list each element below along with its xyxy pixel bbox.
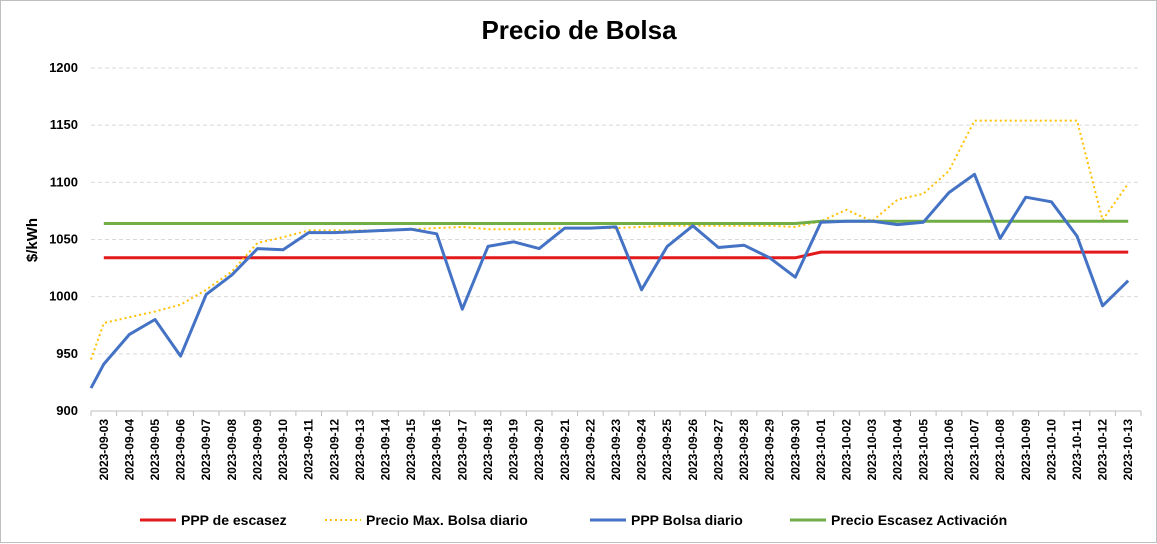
series-line-1 — [90, 119, 1130, 360]
x-tick-label: 2023-09-13 — [353, 419, 367, 481]
x-tick-label: 2023-10-06 — [942, 419, 956, 481]
x-tick-label: 2023-09-29 — [763, 419, 777, 481]
y-axis-ticks: 900 950 1000 1050 1100 1150 1200 — [49, 60, 78, 418]
x-tick-label: 2023-10-11 — [1070, 419, 1084, 480]
x-tick-label: 2023-09-30 — [788, 419, 802, 481]
x-tick-label: 2023-10-12 — [1096, 419, 1110, 481]
x-tick-label: 2023-10-09 — [1019, 419, 1033, 481]
x-tick-label: 2023-09-22 — [583, 419, 597, 481]
x-tick-label: 2023-09-25 — [660, 419, 674, 481]
x-tick-label: 2023-10-07 — [968, 419, 982, 481]
x-tick-label: 2023-09-11 — [302, 419, 316, 480]
y-tick-label: 1200 — [49, 60, 78, 75]
x-tick-label: 2023-09-23 — [609, 419, 623, 481]
x-tick-label: 2023-09-10 — [276, 419, 290, 481]
x-axis-ticks: 2023-09-03 2023-09-04 2023-09-05 2023-09-06… — [97, 419, 1135, 481]
x-tick-label: 2023-10-04 — [891, 419, 905, 481]
x-tick-label: 2023-09-28 — [737, 419, 751, 481]
x-tick-label: 2023-09-14 — [379, 419, 393, 481]
y-tick-label: 1100 — [50, 174, 78, 189]
x-tick-label: 2023-09-07 — [199, 419, 213, 481]
x-tick-label: 2023-10-01 — [814, 419, 828, 481]
y-tick-label: 1000 — [49, 289, 78, 304]
y-axis-label: $/kWh — [24, 218, 41, 262]
series-line-2 — [89, 172, 1130, 389]
legend-label: Precio Escasez Activación — [831, 512, 1007, 528]
x-tick-label: 2023-09-26 — [686, 419, 700, 481]
x-tick-label: 2023-09-06 — [174, 419, 188, 481]
series-line-0 — [103, 250, 1129, 260]
series-lines — [89, 119, 1130, 389]
x-tick-label: 2023-09-27 — [711, 419, 725, 481]
legend-label: Precio Max. Bolsa diario — [366, 512, 528, 528]
x-tick-label: 2023-09-08 — [225, 419, 239, 481]
x-tick-label: 2023-09-04 — [122, 419, 136, 481]
y-tick-label: 900 — [56, 403, 78, 418]
x-tick-label: 2023-09-24 — [635, 419, 649, 481]
legend: PPP de escasez Precio Max. Bolsa diario PP… — [140, 512, 1007, 528]
x-tick-label: 2023-10-10 — [1044, 419, 1058, 481]
x-tick-label: 2023-10-08 — [993, 419, 1007, 481]
x-tick-label: 2023-09-20 — [532, 419, 546, 481]
x-tick-label: 2023-09-12 — [327, 419, 341, 481]
x-tick-label: 2023-10-03 — [865, 419, 879, 481]
chart-title: Precio de Bolsa — [481, 15, 677, 45]
x-tick-label: 2023-09-09 — [250, 419, 264, 481]
legend-label: PPP Bolsa diario — [631, 512, 743, 528]
y-tick-label: 950 — [56, 346, 78, 361]
x-tick-label: 2023-09-21 — [558, 419, 572, 481]
y-tick-label: 1050 — [49, 232, 78, 247]
legend-label: PPP de escasez — [181, 512, 287, 528]
x-tick-label: 2023-09-19 — [507, 419, 521, 481]
x-tick-label: 2023-09-16 — [430, 419, 444, 481]
series-line-3 — [103, 219, 1129, 225]
y-tick-label: 1150 — [50, 117, 78, 132]
x-tick-label: 2023-09-17 — [455, 419, 469, 481]
x-axis — [90, 410, 1142, 416]
x-tick-label: 2023-09-18 — [481, 419, 495, 481]
x-tick-label: 2023-09-15 — [404, 419, 418, 481]
gridlines — [91, 67, 1141, 355]
x-tick-label: 2023-10-02 — [839, 419, 853, 481]
x-tick-label: 2023-10-13 — [1121, 419, 1135, 481]
x-tick-label: 2023-09-03 — [97, 419, 111, 481]
x-tick-label: 2023-10-05 — [916, 419, 930, 481]
x-tick-label: 2023-09-05 — [148, 419, 162, 481]
